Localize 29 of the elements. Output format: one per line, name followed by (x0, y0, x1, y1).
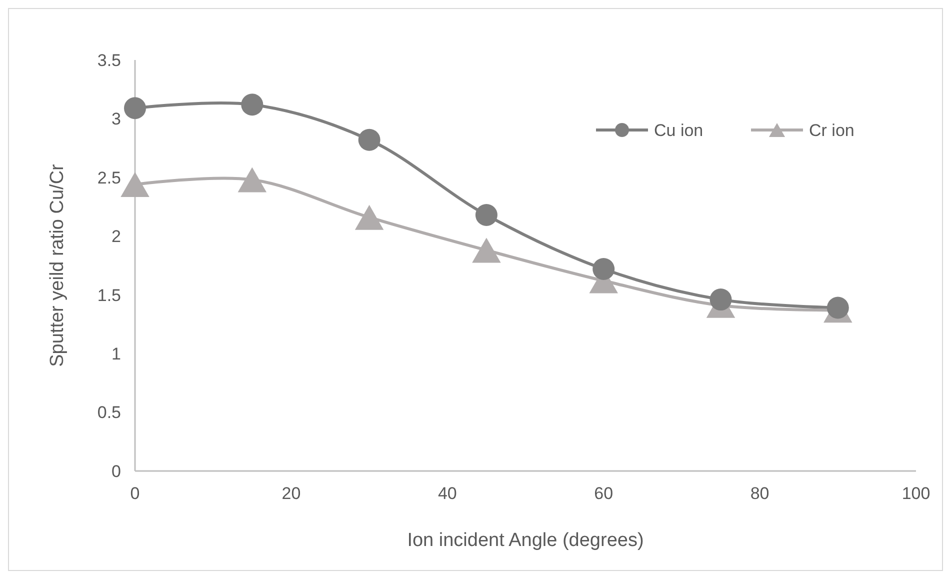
x-tick-label: 0 (130, 484, 140, 503)
y-tick-label: 2 (112, 227, 121, 246)
x-tick-label: 60 (594, 484, 614, 503)
y-tick-label: 3.5 (97, 50, 121, 70)
y-tick-label: 1.5 (97, 286, 121, 305)
x-tick-label: 100 (902, 484, 930, 503)
point (472, 238, 501, 263)
point (710, 288, 732, 311)
point (120, 172, 150, 197)
point (475, 204, 498, 226)
point (592, 258, 615, 280)
y-axis-title: Sputter yeild ratio Cu/Cr (47, 163, 68, 367)
point (241, 94, 264, 116)
y-tick-label: 1 (112, 344, 121, 364)
legend-label: Cu ion (654, 120, 704, 140)
x-tick-label: 80 (750, 484, 770, 503)
x-axis-title: Ion incident Angle (degrees) (407, 530, 644, 551)
y-tick-label: 0 (112, 462, 121, 481)
x-tick-label: 20 (282, 484, 301, 503)
x-tick-label: 40 (438, 484, 457, 503)
legend-label: Cr ion (809, 120, 854, 140)
point (354, 204, 384, 230)
point (124, 97, 146, 120)
y-tick-label: 2.5 (97, 168, 121, 188)
point (358, 128, 380, 151)
point (238, 167, 267, 192)
y-tick-label: 3 (112, 110, 121, 129)
point (826, 296, 849, 319)
y-tick-label: 0.5 (97, 403, 121, 422)
